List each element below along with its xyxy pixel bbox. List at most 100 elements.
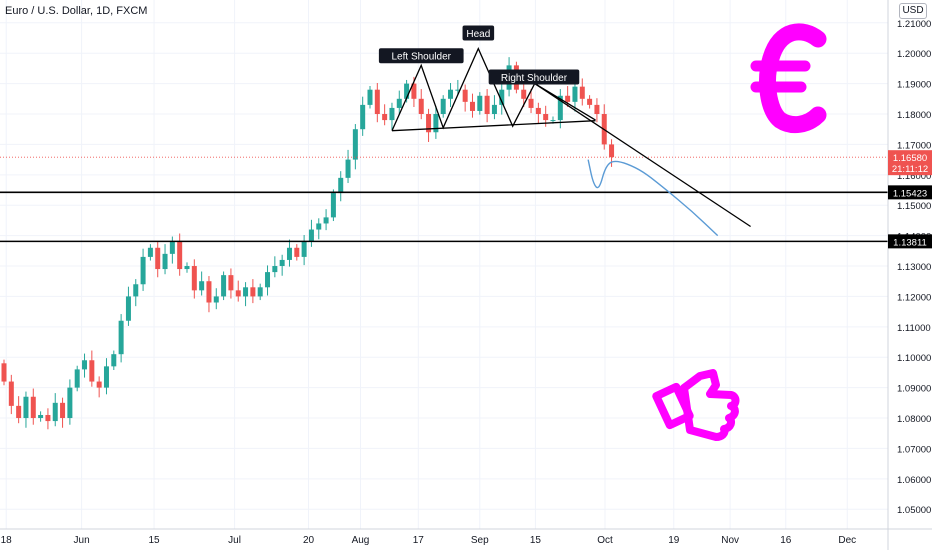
candle [243, 282, 249, 307]
annotation-icons [652, 23, 827, 441]
y-tick-label: 1.12000 [897, 292, 931, 303]
candle [396, 90, 402, 115]
candle [418, 89, 424, 120]
x-tick-label: 20 [303, 535, 315, 546]
candle [601, 104, 607, 150]
y-tick-label: 1.16000 [897, 171, 931, 182]
candle-body [45, 414, 51, 422]
pattern-label: Head [466, 29, 490, 40]
candle [67, 379, 73, 425]
y-tick-label: 1.19000 [897, 80, 931, 91]
candle [477, 92, 483, 115]
candle [360, 96, 366, 136]
candle-body [352, 129, 358, 160]
candle [23, 391, 29, 428]
currency-badge[interactable]: USD [899, 3, 927, 19]
candle-body [140, 256, 146, 285]
x-tick-label: Jul [228, 535, 241, 546]
candle-body [52, 402, 58, 422]
candle-body [96, 381, 102, 388]
x-tick-label: Aug [352, 535, 370, 546]
candle-body [418, 98, 424, 115]
euro-icon [750, 23, 827, 134]
candle [155, 241, 161, 278]
candle [338, 171, 344, 202]
y-tick-label: 1.06000 [897, 475, 931, 486]
candle-body [565, 95, 571, 102]
candle-body [389, 107, 395, 121]
symbol-title[interactable]: Euro / U.S. Dollar, 1D, FXCM [5, 5, 148, 17]
candle-body [440, 98, 446, 115]
candle-body [543, 114, 549, 121]
x-tick-label: 19 [668, 535, 680, 546]
candle [184, 262, 190, 273]
candle [228, 268, 234, 299]
candle-body [382, 114, 388, 121]
candle-body [433, 114, 439, 133]
candle [45, 408, 51, 430]
y-tick-label: 1.08000 [897, 414, 931, 425]
x-tick-label: Nov [721, 535, 739, 546]
y-tick-label: 1.20000 [897, 49, 931, 60]
x-tick-label: 15 [148, 535, 160, 546]
x-tick-label: Dec [838, 535, 856, 546]
candle [528, 89, 534, 114]
candle-body [594, 104, 600, 115]
candle [89, 350, 95, 387]
candle-body [243, 287, 249, 297]
price-line-label: 1.15423 [893, 188, 927, 199]
candle-body [396, 98, 402, 108]
candle-body [162, 253, 168, 270]
candle [587, 95, 593, 109]
candle-body [67, 387, 73, 419]
x-tick-label: 15 [530, 535, 542, 546]
candle-body [257, 287, 263, 297]
candle-body [213, 296, 219, 303]
y-tick-label: 1.21000 [897, 19, 931, 30]
candle-body [367, 89, 373, 105]
time-axis: 18 Jun 15 Jul 20 Aug 17 Sep 15 Oct 19 Nov 16 Dec [0, 528, 932, 546]
candle-body [38, 414, 44, 419]
grid [0, 0, 888, 529]
candle-body [60, 402, 66, 419]
y-tick-label: 1.09000 [897, 384, 931, 395]
candle [316, 218, 322, 240]
candle-body [228, 275, 234, 291]
y-tick-label: 1.05000 [897, 505, 931, 516]
candle [469, 93, 475, 118]
candle-body [147, 247, 153, 257]
last-price-tag [888, 150, 932, 176]
candle-body [301, 241, 307, 257]
candle-body [82, 360, 88, 370]
candle-body [8, 381, 14, 406]
candle-body [491, 104, 497, 115]
candle [38, 411, 44, 422]
candle [521, 82, 527, 108]
candle-body [294, 247, 300, 257]
candle [133, 279, 139, 307]
last-price-label: 1.16580 [893, 153, 927, 164]
candle-body [30, 396, 36, 419]
pattern-label-box [462, 25, 495, 41]
candle [213, 288, 219, 310]
candle-body [550, 120, 556, 122]
candle-body [323, 217, 329, 224]
x-tick-label: Jun [74, 535, 90, 546]
candle [162, 244, 168, 275]
candle-body [279, 259, 285, 267]
candle [491, 95, 497, 120]
forecast-path [587, 159, 719, 237]
candle-body [330, 193, 336, 218]
candle [594, 98, 600, 123]
price-line-tag [888, 234, 932, 249]
candle-body [199, 281, 205, 291]
candle [1, 359, 7, 386]
price-axis: 1.05000 1.06000 1.07000 1.08000 1.09000 1.100… [887, 0, 932, 550]
candle [8, 374, 14, 415]
x-tick-label: Sep [471, 535, 489, 546]
x-tick-label: 18 [1, 535, 13, 546]
candle [125, 286, 131, 326]
candle-body [587, 98, 593, 105]
candle-body [316, 223, 322, 230]
